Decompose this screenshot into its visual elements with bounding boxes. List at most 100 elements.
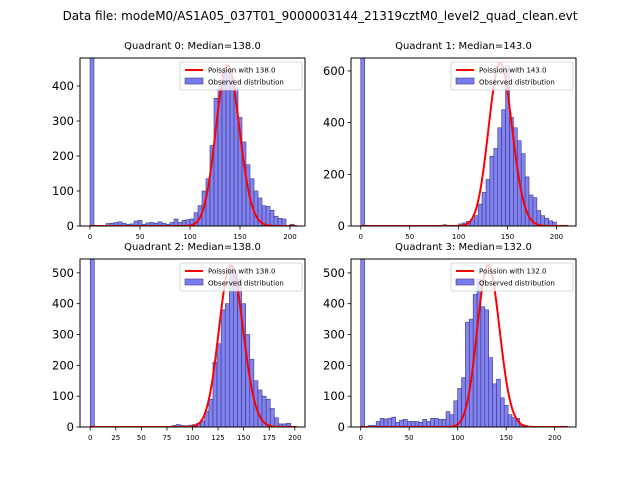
- histogram-bar: [208, 398, 214, 427]
- histogram-bar: [221, 71, 227, 226]
- histogram-bar: [552, 221, 557, 226]
- subplot-title: Quadrant 0: Median=138.0: [124, 41, 261, 52]
- histogram-bar: [445, 411, 451, 427]
- x-tick-label: 0: [88, 233, 92, 241]
- histogram-bar: [503, 405, 509, 427]
- x-tick-label: 75: [162, 434, 171, 442]
- x-tick-label: 50: [136, 233, 145, 241]
- legend-label-observed: Observed distribution: [479, 280, 555, 288]
- histogram-bar: [485, 179, 491, 226]
- histogram-bar: [492, 383, 497, 427]
- histogram-bar: [399, 419, 404, 427]
- y-tick-label: 0: [67, 420, 74, 434]
- histogram-bar: [233, 272, 238, 427]
- histogram-bar: [269, 408, 275, 427]
- y-tick-label: 0: [338, 420, 345, 434]
- histogram-bar: [225, 69, 231, 226]
- histogram-bar: [89, 259, 95, 427]
- y-tick-label: 0: [338, 219, 345, 233]
- y-tick-label: 300: [52, 114, 74, 128]
- legend: Poission with 138.0 Observed distribution: [179, 61, 303, 91]
- histogram-bar: [477, 203, 483, 226]
- x-tick-label: 0: [88, 434, 92, 442]
- legend-label-observed: Observed distribution: [479, 79, 555, 87]
- histogram-bar: [216, 343, 222, 427]
- legend-bar-swatch: [455, 77, 475, 85]
- histogram-bar: [360, 58, 365, 226]
- legend-box: [179, 262, 303, 292]
- histogram-bar: [480, 306, 486, 427]
- x-tick-label: 100: [183, 233, 196, 241]
- histogram-bar: [501, 109, 506, 226]
- y-tick-label: 400: [52, 297, 74, 311]
- histogram-bar: [173, 218, 179, 226]
- figure-suptitle: Data file: modeM0/AS1A05_037T01_90000031…: [62, 9, 578, 23]
- plot-area: [89, 259, 297, 427]
- histogram-bar: [360, 259, 365, 427]
- subplot-title: Quadrant 1: Median=143.0: [395, 41, 532, 52]
- y-tick-label: 100: [323, 389, 345, 403]
- y-tick-label: 100: [52, 184, 74, 198]
- histogram-bar: [253, 190, 259, 226]
- y-tick-label: 200: [52, 149, 74, 163]
- legend-bar-swatch: [184, 77, 204, 85]
- histogram-bar: [488, 357, 493, 427]
- subplot-title: Quadrant 3: Median=132.0: [395, 242, 532, 253]
- histogram-bar: [229, 78, 235, 226]
- x-tick-label: 200: [288, 434, 301, 442]
- histogram-bar: [403, 418, 408, 427]
- x-tick-label: 100: [452, 233, 465, 241]
- x-tick-label: 50: [137, 434, 146, 442]
- x-tick-label: 25: [111, 434, 120, 442]
- histogram-bar: [422, 418, 427, 427]
- legend: Poission with 138.0 Observed distribution: [179, 262, 303, 292]
- x-tick-label: 150: [233, 233, 246, 241]
- x-tick-label: 100: [451, 434, 464, 442]
- legend-box: [450, 61, 574, 91]
- histogram-bar: [379, 418, 385, 427]
- y-tick-label: 300: [52, 328, 74, 342]
- x-tick-label: 50: [405, 434, 414, 442]
- y-tick-label: 400: [323, 116, 345, 130]
- y-tick-label: 500: [323, 266, 345, 280]
- poisson-curve: [90, 64, 297, 226]
- subplot-quadrant-0: Quadrant 0: Median=138.0 0 100 200 300 400 0 50…: [52, 41, 306, 241]
- histogram-bar: [273, 215, 279, 226]
- y-tick-label: 200: [323, 167, 345, 181]
- y-tick-label: 0: [67, 219, 74, 233]
- histogram-bar: [224, 303, 230, 427]
- y-tick-label: 500: [52, 266, 74, 280]
- histogram-bar: [430, 418, 435, 427]
- legend-bar-swatch: [455, 278, 475, 286]
- legend-label-poisson: Poission with 143.0: [479, 67, 547, 75]
- histogram-bar: [500, 397, 505, 427]
- x-tick-label: 0: [358, 434, 362, 442]
- histogram-bar: [497, 127, 502, 226]
- legend: Poission with 132.0 Observed distribution: [450, 262, 574, 292]
- x-tick-label: 175: [263, 434, 276, 442]
- histogram-bar: [481, 192, 487, 226]
- y-tick-label: 600: [323, 64, 345, 78]
- x-tick-label: 150: [499, 434, 512, 442]
- histogram-bar: [265, 206, 271, 226]
- legend-label-poisson: Poission with 138.0: [208, 67, 276, 75]
- histogram-bar: [434, 418, 439, 427]
- legend-bar-swatch: [184, 278, 204, 286]
- subplot-quadrant-3: Quadrant 3: Median=132.00100200300400500…: [323, 242, 577, 442]
- histogram-bar: [277, 218, 283, 226]
- x-tick-label: 200: [548, 434, 561, 442]
- histogram-bar: [511, 417, 517, 427]
- histogram-bar: [391, 416, 396, 427]
- x-tick-label: 200: [283, 233, 296, 241]
- axes-frame: [79, 57, 306, 227]
- histogram-bar: [220, 309, 226, 427]
- x-tick-label: 125: [211, 434, 224, 442]
- x-tick-label: 0: [359, 233, 363, 241]
- y-tick-label: 400: [52, 79, 74, 93]
- histogram-bar: [437, 418, 443, 427]
- subplot-title: Quadrant 2: Median=138.0: [124, 242, 261, 253]
- x-tick-label: 200: [550, 233, 563, 241]
- x-tick-label: 150: [237, 434, 250, 442]
- histogram-bar: [473, 215, 479, 226]
